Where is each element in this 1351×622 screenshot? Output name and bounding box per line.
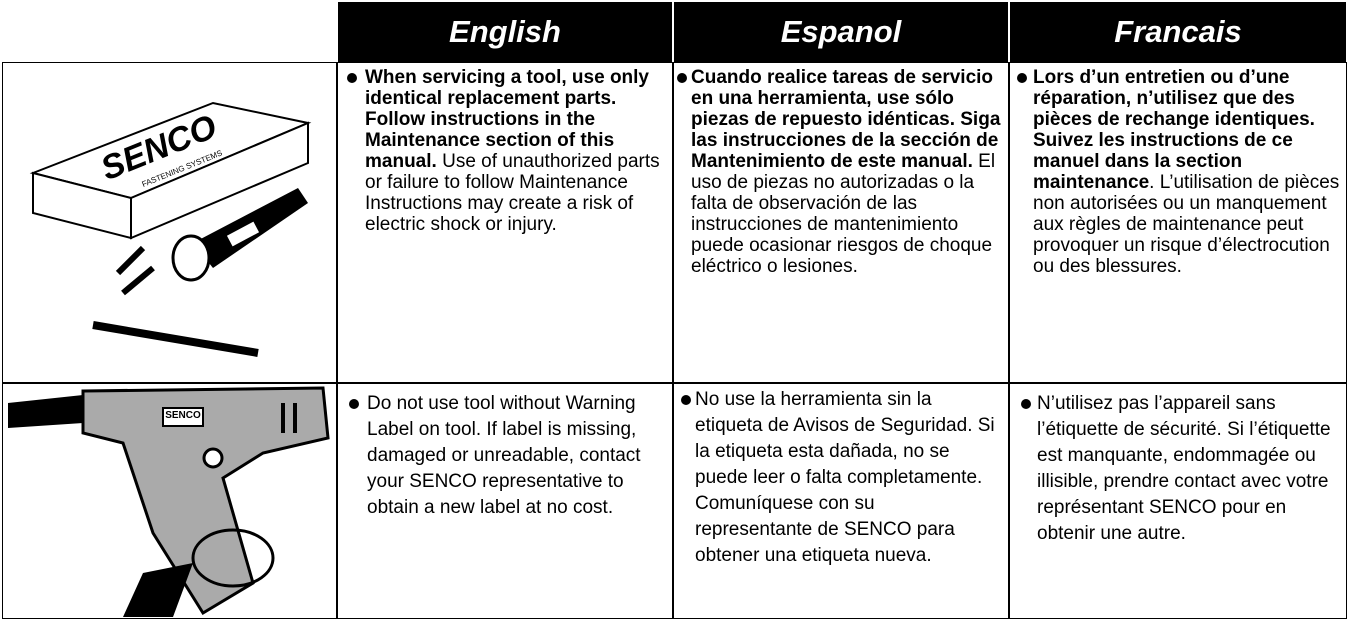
bold-text: Lors d’un entretien ou d’une réparation,… xyxy=(1033,67,1315,193)
bullet xyxy=(349,399,359,409)
cell: Do not use tool without Warning Label on… xyxy=(336,382,674,619)
paragraph: Lors d’un entretien ou d’une réparation,… xyxy=(1033,67,1341,277)
text: El uso de piezas no autorizadas o la fal… xyxy=(691,151,996,277)
cell: N’utilisez pas l’appareil sans l’étiquet… xyxy=(1008,382,1347,619)
cell: When servicing a tool, use only identica… xyxy=(336,62,674,384)
bold-text: Cuando realice tareas de servicio en una… xyxy=(691,67,1001,172)
bullet xyxy=(677,73,687,83)
text: Use of unauthorized parts or failure to … xyxy=(365,151,660,235)
bullet xyxy=(347,73,357,83)
header-cell: Francais xyxy=(1010,2,1346,62)
brand-text: SENCO xyxy=(165,410,201,421)
text: . L’utilisation de pièces non autorisées… xyxy=(1033,172,1340,277)
paragraph: Cuando realice tareas de servicio en una… xyxy=(691,67,1007,277)
bullet xyxy=(681,395,691,405)
bullet xyxy=(1021,399,1031,409)
image-cell: SENCO FASTENING SYSTEMS xyxy=(2,62,338,384)
cell: Lors d’un entretien ou d’une réparation,… xyxy=(1008,62,1347,384)
paragraph: Do not use tool without Warning Label on… xyxy=(367,393,641,518)
tool-illustration: SENCO xyxy=(8,386,330,617)
header-cell: English xyxy=(338,2,672,62)
bold-text: When servicing a tool, use only identica… xyxy=(365,67,649,172)
cell: Cuando realice tareas de servicio en una… xyxy=(672,62,1010,384)
paragraph: No use la herramienta sin la etiqueta de… xyxy=(695,389,995,566)
image-cell: SENCO xyxy=(2,382,338,619)
paragraph: When servicing a tool, use only identica… xyxy=(365,67,665,235)
bullet xyxy=(1017,73,1027,83)
paragraph: N’utilisez pas l’appareil sans l’étiquet… xyxy=(1037,393,1331,544)
parts-illustration: SENCO FASTENING SYSTEMS xyxy=(29,101,312,357)
header-cell: Espanol xyxy=(674,2,1008,62)
cell: No use la herramienta sin la etiqueta de… xyxy=(672,382,1010,619)
